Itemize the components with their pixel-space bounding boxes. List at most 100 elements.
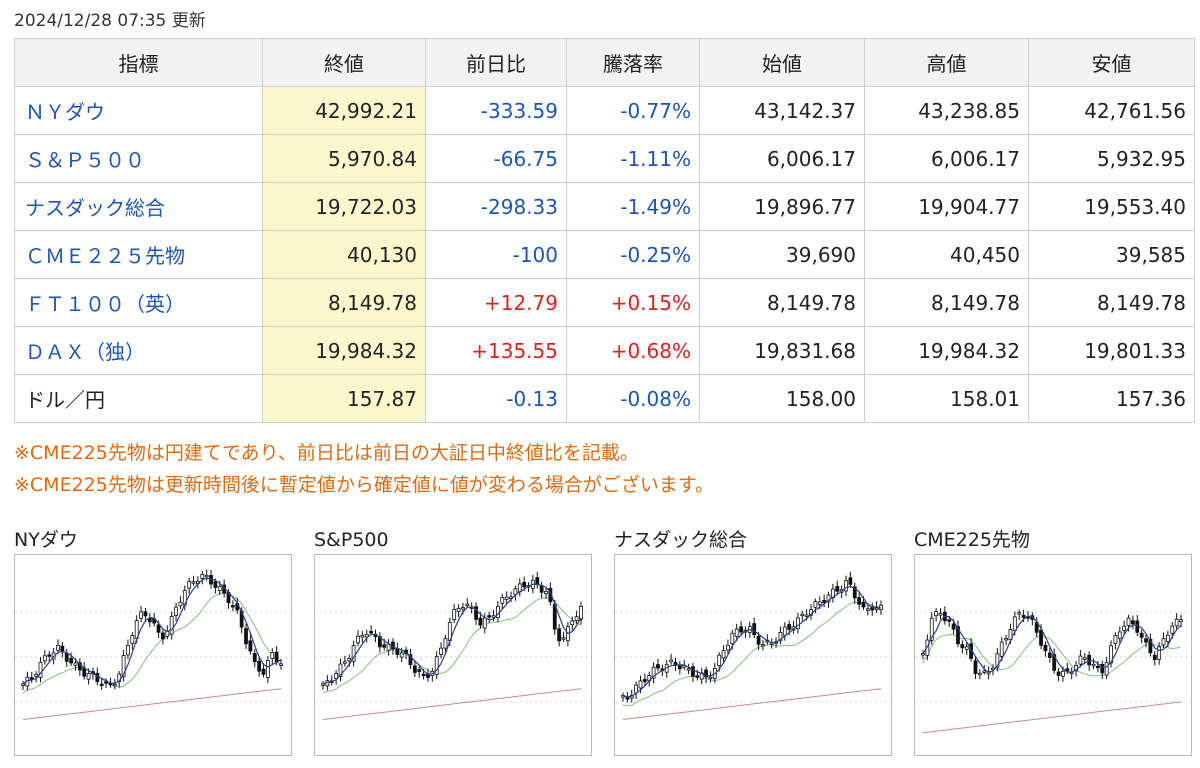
candle-body bbox=[204, 574, 209, 578]
candle-body bbox=[1087, 654, 1092, 666]
index-name-cell[interactable]: ＦＴ１００（英） bbox=[14, 278, 263, 327]
candle-body bbox=[1135, 620, 1140, 633]
close-value: 8,149.78 bbox=[262, 278, 426, 327]
candle-body bbox=[213, 581, 218, 588]
high-value: 43,238.85 bbox=[864, 86, 1029, 135]
long-ma-line bbox=[322, 688, 582, 720]
candle-body bbox=[1039, 629, 1043, 646]
update-timestamp: 2024/12/28 07:35 更新 bbox=[14, 11, 206, 31]
candle-body bbox=[625, 697, 630, 700]
candle-body bbox=[669, 659, 674, 663]
index-link[interactable]: ＤＡＸ（独） bbox=[25, 340, 145, 364]
table-row: ナスダック総合 19,722.03 -298.33 -1.49% 19,896.77 19… bbox=[14, 182, 1195, 231]
candle-body bbox=[579, 605, 583, 620]
col-header-pct: 騰落率 bbox=[566, 38, 700, 87]
candle-body bbox=[1004, 638, 1008, 641]
candle-body bbox=[412, 665, 417, 673]
candle-body bbox=[38, 661, 43, 678]
index-link[interactable]: ナスダック総合 bbox=[25, 196, 165, 220]
candlestick-chart-icon[interactable] bbox=[14, 554, 292, 756]
low-value: 8,149.78 bbox=[1028, 278, 1195, 327]
candle-body bbox=[522, 581, 527, 588]
index-name-cell[interactable]: Ｓ＆Ｐ５００ bbox=[14, 134, 263, 183]
candle-body bbox=[42, 655, 47, 662]
candle-body bbox=[852, 586, 857, 599]
candle-body bbox=[338, 663, 343, 677]
index-link[interactable]: Ｓ＆Ｐ５００ bbox=[25, 148, 145, 172]
candle-body bbox=[1082, 657, 1087, 660]
candle-body bbox=[417, 669, 422, 673]
candle-body bbox=[452, 609, 457, 621]
candle-body bbox=[86, 673, 91, 680]
chart-card[interactable]: S&P500 bbox=[314, 526, 592, 756]
candle-body bbox=[826, 594, 831, 603]
candle-body bbox=[342, 661, 347, 664]
candle-body bbox=[651, 666, 656, 679]
candlestick-chart-icon[interactable] bbox=[914, 554, 1192, 756]
mid-ma-line bbox=[22, 592, 282, 694]
candle-body bbox=[1100, 663, 1105, 674]
candle-body bbox=[634, 684, 639, 694]
change-value: -298.33 bbox=[425, 182, 567, 231]
index-name-cell[interactable]: ＣＭＥ２２５先物 bbox=[14, 230, 263, 279]
candle-body bbox=[835, 585, 840, 592]
candle-body bbox=[682, 665, 687, 668]
candle-body bbox=[704, 669, 708, 678]
candle-body bbox=[434, 656, 439, 675]
candle-body bbox=[544, 590, 548, 595]
candle-body bbox=[699, 672, 704, 680]
open-value: 8,149.78 bbox=[699, 278, 865, 327]
candle-body bbox=[356, 635, 360, 644]
candle-body bbox=[960, 644, 965, 649]
candle-body bbox=[321, 683, 325, 686]
candle-body bbox=[1043, 644, 1048, 652]
long-ma-line bbox=[622, 688, 882, 720]
chart-card[interactable]: CME225先物 bbox=[914, 526, 1192, 756]
candle-body bbox=[995, 653, 1000, 669]
pct-value: +0.68% bbox=[566, 326, 700, 375]
index-name-cell[interactable]: ＤＡＸ（独） bbox=[14, 326, 263, 375]
candle-body bbox=[377, 636, 382, 648]
candle-body bbox=[56, 644, 60, 651]
index-name-cell[interactable]: ナスダック総合 bbox=[14, 182, 263, 231]
close-value: 19,722.03 bbox=[262, 182, 426, 231]
open-value: 39,690 bbox=[699, 230, 865, 279]
candle-body bbox=[1091, 663, 1096, 667]
table-row: ＦＴ１００（英） 8,149.78 +12.79 +0.15% 8,149.78 8,14… bbox=[14, 278, 1195, 327]
candle-body bbox=[143, 611, 148, 617]
col-header-change: 前日比 bbox=[425, 38, 567, 87]
candle-body bbox=[782, 626, 787, 636]
candle-body bbox=[334, 673, 339, 680]
candle-body bbox=[817, 601, 822, 605]
change-value: -333.59 bbox=[425, 86, 567, 135]
candle-body bbox=[73, 662, 78, 666]
high-value: 6,006.17 bbox=[864, 134, 1029, 183]
close-value: 19,984.32 bbox=[262, 326, 426, 375]
candle-body bbox=[64, 652, 69, 662]
index-link[interactable]: ＮＹダウ bbox=[25, 100, 105, 124]
candle-body bbox=[139, 611, 143, 619]
candlestick-chart-icon[interactable] bbox=[614, 554, 892, 756]
candle-body bbox=[112, 683, 117, 687]
chart-card[interactable]: ナスダック総合 bbox=[614, 526, 892, 756]
candle-body bbox=[1130, 620, 1135, 625]
index-name-cell[interactable]: ＮＹダウ bbox=[14, 86, 263, 135]
candle-body bbox=[951, 623, 956, 630]
high-value: 158.01 bbox=[864, 374, 1029, 423]
index-link[interactable]: ＣＭＥ２２５先物 bbox=[25, 244, 185, 268]
chart-card[interactable]: NYダウ bbox=[14, 526, 292, 756]
candle-body bbox=[999, 641, 1004, 657]
pct-value: -1.11% bbox=[566, 134, 700, 183]
candle-body bbox=[921, 653, 925, 656]
table-row: ＤＡＸ（独） 19,984.32 +135.55 +0.68% 19,831.68 19,… bbox=[14, 326, 1195, 375]
candle-body bbox=[739, 626, 743, 633]
close-value: 42,992.21 bbox=[262, 86, 426, 135]
candle-body bbox=[561, 637, 566, 640]
candle-body bbox=[1096, 665, 1100, 669]
candle-body bbox=[1174, 618, 1179, 627]
candle-body bbox=[804, 614, 809, 617]
candle-body bbox=[574, 616, 579, 621]
index-link[interactable]: ＦＴ１００（英） bbox=[25, 292, 185, 316]
candle-body bbox=[461, 607, 465, 610]
candlestick-chart-icon[interactable] bbox=[314, 554, 592, 756]
